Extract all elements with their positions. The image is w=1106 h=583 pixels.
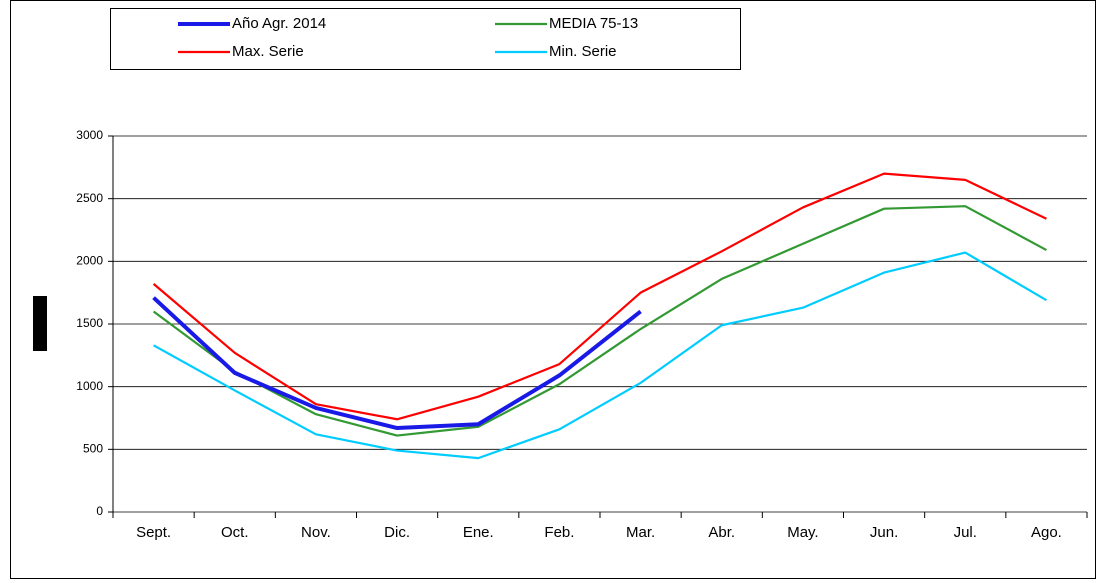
x-tick-label: Nov.: [301, 524, 331, 541]
legend-label: Año Agr. 2014: [232, 15, 326, 32]
y-tick-label: 2000: [76, 254, 103, 268]
y-tick-label: 1000: [76, 379, 103, 393]
x-tick-label: Dic.: [384, 524, 410, 541]
x-tick-label: May.: [787, 524, 818, 541]
series-line: [152, 205, 1047, 437]
y-tick-label: 3000: [76, 128, 103, 142]
legend-label: Max. Serie: [232, 43, 304, 60]
series-line: [152, 296, 642, 431]
x-tick-label: Oct.: [221, 524, 249, 541]
redacted-label: [33, 296, 47, 351]
x-tick-label: Ene.: [463, 524, 494, 541]
x-tick-label: Abr.: [708, 524, 735, 541]
legend-label: Min. Serie: [549, 43, 617, 60]
y-tick-label: 1500: [76, 316, 103, 330]
x-tick-label: Sept.: [136, 524, 171, 541]
frame: [10, 0, 1096, 579]
series-line: [153, 251, 1047, 460]
x-tick-label: Feb.: [544, 524, 574, 541]
y-tick-label: 500: [83, 442, 103, 456]
x-tick-label: Ago.: [1031, 524, 1062, 541]
legend-label: MEDIA 75-13: [549, 15, 638, 32]
x-tick-label: Jun.: [870, 524, 898, 541]
y-tick-label: 2500: [76, 191, 103, 205]
y-tick-label: 0: [96, 504, 103, 518]
legend-box: [110, 8, 741, 70]
series-line: [152, 172, 1047, 421]
x-tick-label: Mar.: [626, 524, 655, 541]
x-tick-label: Jul.: [954, 524, 977, 541]
